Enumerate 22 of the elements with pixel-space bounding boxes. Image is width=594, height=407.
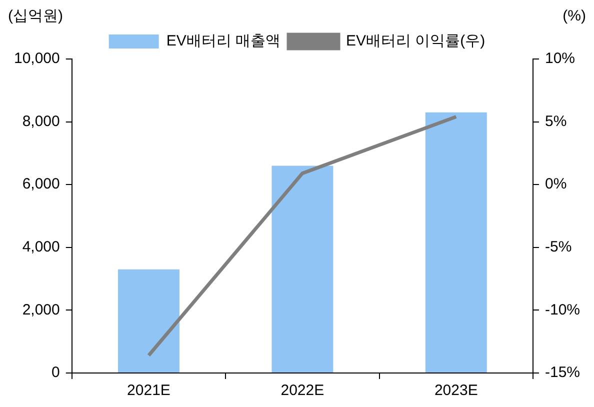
y-axis-title: (십억원)	[8, 8, 63, 25]
y-tick-label: 2,000	[22, 301, 60, 318]
y2-tick-label: -10%	[544, 301, 580, 318]
y-tick-label: 10,000	[14, 50, 60, 68]
legend-label: EV배터리 이익률(우)	[346, 32, 486, 50]
y2-tick-label: 10%	[544, 50, 576, 68]
x-tick-label: 2021E	[127, 382, 170, 400]
y2-tick-label: 5%	[544, 112, 567, 130]
y2-tick-label: -5%	[544, 238, 572, 256]
bar	[425, 112, 487, 372]
y2-axis-title: (%)	[562, 8, 586, 25]
y-tick-label: 4,000	[22, 238, 60, 256]
x-tick-label: 2023E	[434, 382, 478, 400]
bar	[118, 269, 180, 372]
y2-tick-label: -15%	[544, 364, 580, 382]
y-tick-label: 6,000	[22, 176, 60, 193]
x-tick-label: 2022E	[280, 382, 324, 400]
y-tick-label: 0	[52, 364, 60, 382]
legend-label: EV배터리 매출액	[166, 32, 281, 50]
bar	[272, 166, 334, 372]
y2-tick-label: 0%	[544, 176, 567, 193]
y-tick-label: 8,000	[22, 112, 60, 130]
